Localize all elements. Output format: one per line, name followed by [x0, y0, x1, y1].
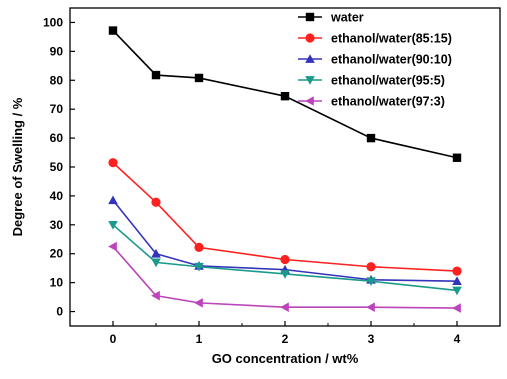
- y-axis-title: Degree of Swelling / %: [10, 97, 25, 236]
- series-line: [112, 245, 458, 309]
- y-tick-label: 90: [50, 44, 64, 58]
- y-tick-label: 20: [50, 247, 64, 261]
- data-point: [280, 91, 290, 101]
- legend-label: ethanol/water(95:5): [331, 74, 445, 88]
- y-tick-label: 30: [50, 218, 64, 232]
- legend-label: ethanol/water(90:10): [331, 53, 452, 67]
- legend-label: water: [330, 11, 364, 25]
- legend-marker: [305, 12, 315, 22]
- data-point: [280, 302, 289, 313]
- legend-item: ethanol/water(85:15): [298, 32, 452, 46]
- series-4: [108, 241, 461, 313]
- data-point: [108, 158, 118, 168]
- series-0: [108, 26, 462, 162]
- data-point: [194, 73, 204, 83]
- y-tick-label: 10: [50, 276, 64, 290]
- data-point: [194, 298, 203, 308]
- legend-label: ethanol/water(97:3): [331, 95, 445, 109]
- data-point: [280, 254, 290, 265]
- data-point: [151, 197, 161, 207]
- ticks: 0 10 20 30 40 50 60 70 80 90 100 0 1 2 3 4: [43, 15, 501, 346]
- series-line: [112, 29, 458, 159]
- legend-label: ethanol/water(85:15): [331, 32, 452, 46]
- data-point: [366, 262, 376, 272]
- data-point: [194, 262, 204, 272]
- series-line: [112, 224, 458, 292]
- data-point: [151, 70, 161, 80]
- series-3: [108, 220, 462, 296]
- y-tick-label: 0: [56, 305, 63, 319]
- data-point: [366, 302, 375, 313]
- data-point: [108, 195, 118, 205]
- data-point: [452, 286, 462, 296]
- y-tick-label: 80: [50, 73, 64, 87]
- data-point: [366, 277, 376, 286]
- x-axis-title: GO concentration / wt%: [212, 351, 359, 366]
- series-layer: [108, 26, 462, 313]
- legend-marker: [305, 33, 315, 43]
- legend-item: ethanol/water(97:3): [298, 95, 445, 109]
- data-point: [452, 303, 461, 313]
- series-line: [112, 162, 458, 272]
- x-tick-label: 1: [196, 332, 203, 346]
- data-point: [452, 266, 462, 276]
- legend-marker: [305, 76, 315, 85]
- data-point: [151, 290, 160, 301]
- y-tick-label: 100: [43, 15, 63, 29]
- data-point: [194, 242, 204, 252]
- data-point: [452, 276, 462, 286]
- series-line: [112, 199, 458, 282]
- x-tick-label: 3: [368, 332, 375, 346]
- data-point: [366, 133, 376, 143]
- legend-item: water: [298, 11, 364, 25]
- x-tick-label: 0: [110, 332, 117, 346]
- x-tick-label: 2: [282, 332, 289, 346]
- data-point: [151, 248, 161, 258]
- x-tick-label: 4: [454, 332, 461, 346]
- legend: water ethanol/water(85:15) ethanol/water(9…: [298, 11, 452, 109]
- data-point: [151, 258, 161, 268]
- data-point: [280, 270, 290, 279]
- y-tick-label: 70: [50, 102, 64, 116]
- data-point: [108, 26, 118, 35]
- y-tick-label: 50: [50, 160, 64, 174]
- legend-marker: [305, 54, 315, 63]
- data-point: [452, 153, 462, 162]
- y-tick-label: 40: [50, 189, 64, 203]
- y-tick-label: 60: [50, 131, 64, 145]
- series-1: [108, 158, 462, 276]
- legend-marker: [305, 96, 314, 106]
- legend-item: ethanol/water(95:5): [298, 74, 445, 88]
- data-point: [108, 241, 117, 252]
- data-point: [108, 220, 118, 230]
- legend-item: ethanol/water(90:10): [298, 53, 452, 67]
